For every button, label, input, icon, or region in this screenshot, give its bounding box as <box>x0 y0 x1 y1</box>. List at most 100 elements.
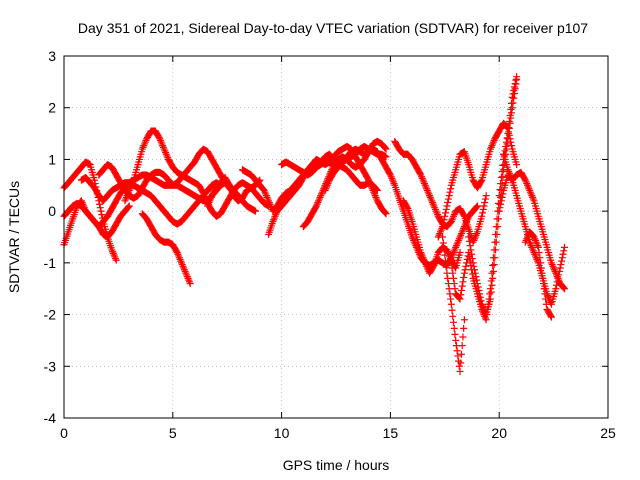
data-point <box>490 136 498 144</box>
data-point <box>510 94 518 102</box>
data-point <box>110 251 118 259</box>
data-point <box>439 239 447 247</box>
data-point <box>434 211 442 219</box>
data-point <box>469 259 477 267</box>
data-point <box>531 236 539 244</box>
data-point <box>473 202 481 210</box>
data-point <box>478 300 486 308</box>
data-point <box>465 237 473 245</box>
data-point <box>457 231 465 239</box>
data-point <box>389 178 397 186</box>
data-point <box>477 297 485 305</box>
data-point <box>450 249 458 257</box>
data-point <box>489 140 497 148</box>
data-point <box>317 190 325 198</box>
data-point <box>423 185 431 193</box>
data-point <box>497 197 505 205</box>
data-point <box>200 191 208 199</box>
data-point <box>437 226 445 234</box>
data-point <box>460 224 468 232</box>
data-point <box>312 202 320 210</box>
data-point <box>450 212 458 220</box>
data-point <box>531 250 539 258</box>
data-point <box>435 231 443 239</box>
data-point <box>225 181 233 189</box>
data-point <box>507 105 515 113</box>
data-point <box>456 249 464 257</box>
data-point <box>324 180 332 188</box>
data-point <box>486 295 494 303</box>
data-point <box>492 238 500 246</box>
data-point <box>554 274 562 282</box>
data-point <box>371 192 379 200</box>
data-point <box>478 212 486 220</box>
data-point <box>185 276 193 284</box>
data-point <box>96 204 104 212</box>
data-point <box>472 204 480 212</box>
data-point <box>457 286 465 294</box>
data-point <box>488 142 496 150</box>
data-point <box>178 261 186 269</box>
data-point <box>529 195 537 203</box>
data-point <box>456 295 464 303</box>
series-arc19 <box>465 75 521 319</box>
data-point <box>164 154 172 162</box>
data-point <box>458 282 466 290</box>
data-point <box>458 342 466 350</box>
data-point <box>535 249 543 257</box>
data-point <box>486 290 494 298</box>
data-point <box>179 262 187 270</box>
data-point <box>513 161 521 169</box>
data-point <box>159 142 167 150</box>
data-point <box>448 216 456 224</box>
data-point <box>444 249 452 257</box>
data-point <box>505 118 513 126</box>
data-point <box>479 205 487 213</box>
data-point <box>447 185 455 193</box>
data-point <box>381 143 389 151</box>
data-point <box>508 93 516 101</box>
series-arc18 <box>447 73 521 324</box>
data-point <box>536 254 544 262</box>
data-point <box>423 186 431 194</box>
data-point <box>451 245 459 253</box>
data-point <box>468 255 476 263</box>
data-point <box>476 293 484 301</box>
data-point <box>185 278 193 286</box>
data-point <box>553 281 561 289</box>
data-point <box>479 304 487 312</box>
x-axis-title: GPS time / hours <box>283 457 390 473</box>
data-point <box>499 173 507 181</box>
data-point <box>205 199 213 207</box>
data-point <box>452 336 460 344</box>
series-arc7 <box>138 210 194 288</box>
data-point <box>557 261 565 269</box>
data-point <box>323 181 331 189</box>
data-point <box>457 230 465 238</box>
data-point <box>199 188 207 196</box>
data-point <box>531 252 539 260</box>
data-point <box>470 262 478 270</box>
data-point <box>460 316 468 324</box>
data-point <box>489 138 497 146</box>
data-point <box>207 193 215 201</box>
data-point <box>507 174 515 182</box>
series-arc6 <box>121 127 264 220</box>
data-point <box>530 233 538 241</box>
data-point <box>510 86 518 94</box>
data-point <box>447 217 455 225</box>
data-point <box>109 248 117 256</box>
data-point <box>521 176 529 184</box>
data-point <box>521 238 529 246</box>
data-point <box>373 195 381 203</box>
data-point <box>446 188 454 196</box>
x-tick-label: 5 <box>169 425 177 441</box>
data-point <box>451 285 459 293</box>
data-point <box>558 257 566 265</box>
data-point <box>490 261 498 269</box>
data-point <box>418 174 426 182</box>
data-point <box>141 140 149 148</box>
data-point <box>173 249 181 257</box>
data-point <box>199 189 207 197</box>
plot-frame <box>63 55 609 419</box>
